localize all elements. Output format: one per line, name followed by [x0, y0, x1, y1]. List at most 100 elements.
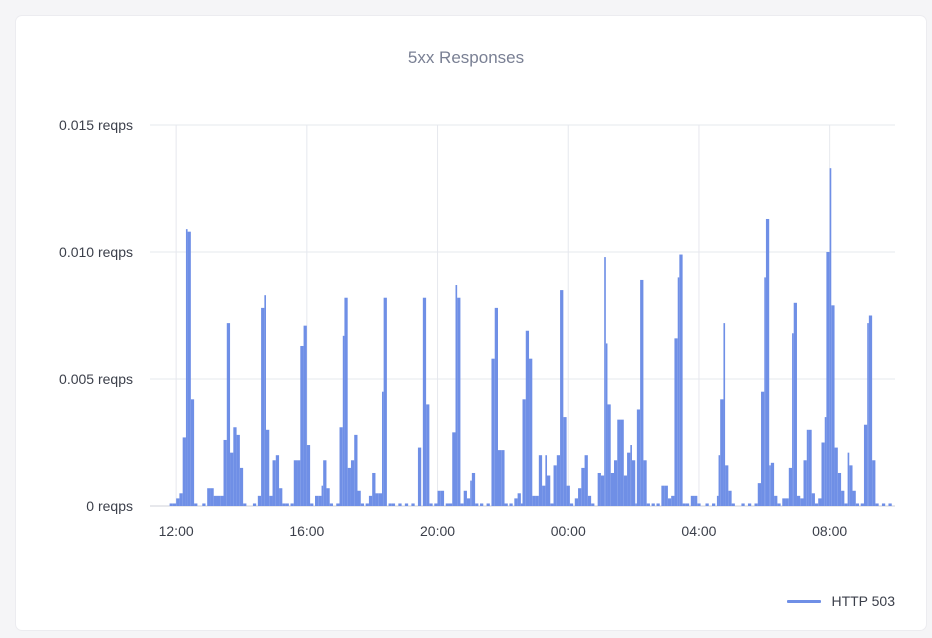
- data-bar: [491, 358, 495, 506]
- data-bar: [677, 277, 680, 506]
- legend-swatch: [787, 599, 822, 603]
- data-bar: [429, 503, 433, 506]
- data-bar: [169, 503, 173, 506]
- x-tick-label: 00:00: [551, 523, 586, 539]
- data-bar: [682, 503, 686, 506]
- data-bar: [448, 503, 453, 506]
- data-bar: [824, 417, 827, 506]
- data-bar: [336, 503, 340, 506]
- data-bar: [574, 498, 579, 506]
- data-bar: [852, 490, 856, 506]
- data-bar: [796, 495, 801, 506]
- data-bar: [806, 429, 809, 506]
- data-bar: [782, 498, 786, 506]
- data-bar: [651, 503, 655, 506]
- data-bar: [631, 460, 636, 506]
- data-bar: [547, 475, 551, 506]
- data-bar: [202, 503, 206, 506]
- data-bar: [671, 495, 675, 506]
- data-bar: [517, 493, 521, 506]
- data-bar: [872, 460, 876, 506]
- data-bar: [837, 472, 842, 506]
- data-bar: [747, 503, 752, 506]
- data-bar: [800, 498, 804, 506]
- data-bar: [811, 493, 815, 506]
- data-bar: [867, 323, 869, 506]
- data-bar: [347, 467, 351, 506]
- data-bar: [610, 472, 614, 506]
- data-bar: [881, 503, 886, 506]
- y-tick-label: 0.005 reqps: [59, 371, 133, 387]
- data-bar: [643, 460, 647, 506]
- data-bar: [553, 465, 557, 506]
- data-bar: [591, 503, 595, 506]
- data-bar: [636, 409, 641, 506]
- data-bar: [285, 503, 289, 506]
- data-bar: [690, 495, 695, 506]
- data-bar: [391, 503, 396, 506]
- data-bar: [685, 503, 690, 506]
- data-bar: [236, 434, 240, 506]
- data-bar: [455, 285, 458, 506]
- data-bar: [875, 503, 879, 506]
- data-bar: [504, 503, 508, 506]
- data-bar: [814, 503, 819, 506]
- data-bar: [190, 399, 195, 506]
- data-bar: [220, 495, 224, 506]
- data-bar: [777, 503, 781, 506]
- data-bar: [257, 495, 262, 506]
- data-bar: [538, 455, 543, 506]
- data-bar: [239, 467, 244, 506]
- data-bar: [646, 503, 650, 506]
- data-bar: [834, 447, 838, 506]
- data-bar: [494, 307, 498, 506]
- data-bar: [697, 503, 701, 506]
- data-bar: [368, 495, 373, 506]
- data-bar: [550, 503, 554, 506]
- y-tick-label: 0 reqps: [86, 498, 133, 514]
- data-bar: [741, 503, 745, 506]
- data-bar: [265, 429, 270, 506]
- data-bar: [725, 465, 729, 506]
- data-bar: [243, 503, 247, 506]
- data-bar: [509, 503, 513, 506]
- data-bar: [326, 488, 330, 506]
- data-bar: [480, 503, 484, 506]
- chart-title: 5xx Responses: [407, 48, 525, 67]
- data-bar: [520, 503, 523, 506]
- data-bar: [821, 442, 825, 506]
- data-bar: [360, 503, 365, 506]
- data-bar: [563, 417, 567, 506]
- data-bar: [466, 498, 471, 506]
- x-tick-label: 12:00: [159, 523, 194, 539]
- data-bar: [770, 462, 775, 506]
- data-bar: [216, 495, 221, 506]
- data-bar: [457, 297, 461, 506]
- data-bar: [282, 503, 286, 506]
- data-bar: [350, 460, 355, 506]
- data-bar: [774, 495, 778, 506]
- data-bar: [471, 472, 476, 506]
- data-bar: [718, 455, 721, 506]
- data-bar: [378, 493, 382, 506]
- legend[interactable]: HTTP 503: [787, 593, 895, 609]
- x-tick-label: 20:00: [420, 523, 455, 539]
- legend-label: HTTP 503: [831, 593, 895, 609]
- data-bar: [566, 485, 570, 506]
- data-bar: [463, 490, 467, 506]
- data-bar: [187, 231, 191, 506]
- data-bar: [342, 335, 345, 506]
- data-bar: [630, 445, 632, 506]
- data-bar: [826, 252, 830, 506]
- data-bar: [569, 503, 574, 506]
- data-bar: [357, 490, 361, 506]
- data-bar: [793, 302, 797, 506]
- data-bar: [404, 503, 409, 506]
- data-bar: [728, 490, 732, 506]
- data-bar: [318, 495, 322, 506]
- data-bar: [863, 424, 868, 506]
- bars-layer: [169, 168, 892, 507]
- data-bar: [417, 447, 422, 506]
- data-bar: [841, 490, 845, 506]
- data-bar: [705, 503, 709, 506]
